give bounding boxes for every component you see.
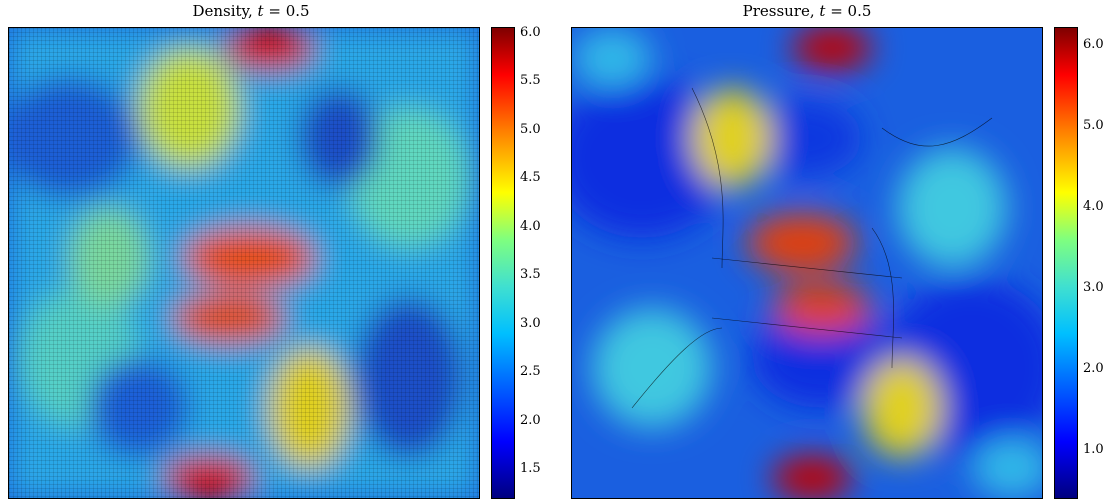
colorbar-tick-label: 6.0 [520,25,541,40]
colorbar-tick-label: 3.0 [1083,280,1104,295]
density-field-image [9,28,479,498]
pressure-plot [571,27,1043,499]
density-title: Density, t = 0.5 [192,2,310,20]
colorbar-tick-label: 2.0 [1083,361,1104,376]
colorbar-tick-label: 3.0 [520,316,541,331]
colorbar-tick-label: 2.0 [520,413,541,428]
colorbar-tick-label: 2.5 [520,364,541,379]
colorbar-tick-label: 5.0 [1083,118,1104,133]
colorbar-tick-label: 3.5 [520,267,541,282]
density-plot [8,27,480,499]
colorbar-tick-label: 4.0 [1083,199,1104,214]
density-colorbar [491,27,515,499]
colorbar-tick-label: 1.0 [1083,442,1104,457]
colorbar-tick-label: 4.0 [520,219,541,234]
colorbar-tick-label: 5.5 [520,73,541,88]
colorbar-tick-label: 1.5 [520,461,541,476]
pressure-contour-lines [631,87,993,409]
pressure-colorbar [1054,27,1078,499]
pressure-title: Pressure, t = 0.5 [742,2,872,20]
colorbar-tick-label: 6.0 [1083,37,1104,52]
colorbar-tick-label: 4.5 [520,170,541,185]
pressure-field-image [572,28,1042,498]
colorbar-tick-label: 5.0 [520,122,541,137]
